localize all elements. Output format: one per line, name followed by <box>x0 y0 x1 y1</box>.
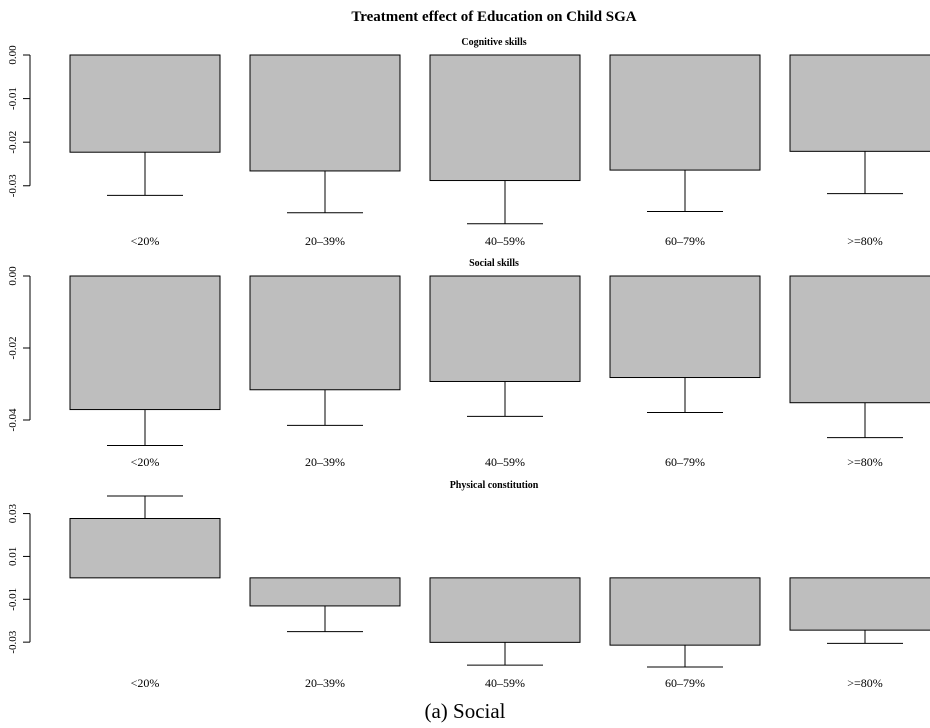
y-tick-label: 0.00 <box>7 266 19 286</box>
bar <box>609 577 761 646</box>
category-label: 60–79% <box>665 676 705 690</box>
chart-title: Treatment effect of Education on Child S… <box>351 9 636 25</box>
bar <box>609 54 761 171</box>
y-tick-label: -0.03 <box>7 174 19 197</box>
bar <box>69 54 221 153</box>
category-label: 40–59% <box>485 676 525 690</box>
bar <box>429 275 581 382</box>
chart-panel: Physical constitution 0.03 0.01 -0.01 -0.03 <… <box>7 480 930 690</box>
category-label: 60–79% <box>665 234 705 248</box>
y-tick-label: -0.04 <box>7 408 19 431</box>
category-label: 60–79% <box>665 455 705 469</box>
category-label: >=80% <box>847 234 883 248</box>
y-tick-label: -0.03 <box>7 630 19 653</box>
y-tick-label: 0.01 <box>7 547 19 566</box>
category-label: >=80% <box>847 455 883 469</box>
category-label: <20% <box>131 234 160 248</box>
chart-panel: Social skills 0.00 -0.02 -0.04 <20% 20–39% 40–… <box>7 258 930 469</box>
category-label: >=80% <box>847 676 883 690</box>
bar <box>789 577 930 631</box>
panel-title: Social skills <box>469 258 519 269</box>
bar <box>609 275 761 379</box>
category-label: <20% <box>131 455 160 469</box>
bar <box>429 54 581 182</box>
bar <box>789 54 930 152</box>
chart-panels: Cognitive skills 0.00 -0.01 -0.02 -0.03 <20% 2… <box>7 37 930 690</box>
y-tick-label: 0.00 <box>7 45 19 65</box>
y-tick-label: 0.03 <box>7 503 19 523</box>
category-label: 40–59% <box>485 455 525 469</box>
panel-title: Physical constitution <box>450 480 539 491</box>
y-tick-label: -0.02 <box>7 131 19 154</box>
y-tick-label: -0.01 <box>7 87 19 110</box>
category-label: 40–59% <box>485 234 525 248</box>
bar <box>249 54 401 172</box>
figure-caption: (a) Social <box>424 699 505 723</box>
bar <box>249 577 401 607</box>
bar <box>429 577 581 643</box>
category-label: 20–39% <box>305 455 345 469</box>
category-label: 20–39% <box>305 234 345 248</box>
bar <box>69 518 221 579</box>
chart-panel: Cognitive skills 0.00 -0.01 -0.02 -0.03 <20% 2… <box>7 37 930 248</box>
category-label: <20% <box>131 676 160 690</box>
y-tick-label: -0.02 <box>7 337 19 360</box>
panel-title: Cognitive skills <box>461 37 526 48</box>
bar <box>789 275 930 404</box>
bar <box>249 275 401 391</box>
bar <box>69 275 221 411</box>
category-label: 20–39% <box>305 676 345 690</box>
y-tick-label: -0.01 <box>7 588 19 611</box>
